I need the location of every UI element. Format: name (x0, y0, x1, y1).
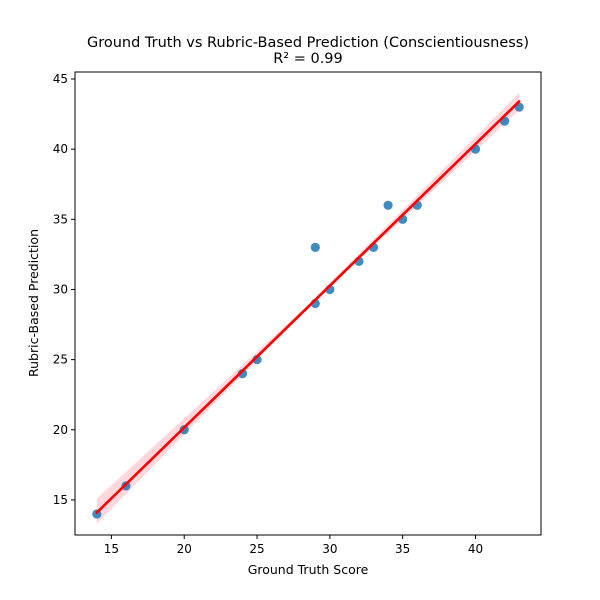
x-tick-label: 15 (104, 542, 119, 556)
regression-line (95, 100, 521, 514)
y-axis-label: Rubric-Based Prediction (26, 229, 41, 377)
x-tick-label: 20 (177, 542, 192, 556)
confidence-band (96, 93, 520, 524)
data-point (383, 200, 393, 210)
x-tick-label: 30 (322, 542, 337, 556)
y-tick-label: 15 (53, 493, 68, 507)
plot-frame (74, 71, 542, 536)
y-tick-label: 20 (53, 423, 68, 437)
data-point (310, 242, 320, 252)
x-axis: 15 20 25 30 35 40 (104, 535, 483, 556)
y-tick-label: 40 (53, 142, 68, 156)
x-tick-label: 25 (249, 542, 264, 556)
y-tick-label: 30 (53, 282, 68, 296)
y-tick-label: 25 (53, 353, 68, 367)
x-tick-label: 35 (395, 542, 410, 556)
y-tick-label: 45 (53, 72, 68, 86)
y-axis: 15 20 25 30 35 40 45 (53, 72, 75, 507)
plot-area (92, 93, 524, 524)
x-axis-label: Ground Truth Score (248, 562, 369, 577)
x-tick-label: 40 (468, 542, 483, 556)
y-tick-label: 35 (53, 212, 68, 226)
data-point (179, 425, 189, 435)
chart-subtitle: R² = 0.99 (273, 51, 343, 67)
chart-title: Ground Truth vs Rubric-Based Prediction … (87, 35, 529, 51)
